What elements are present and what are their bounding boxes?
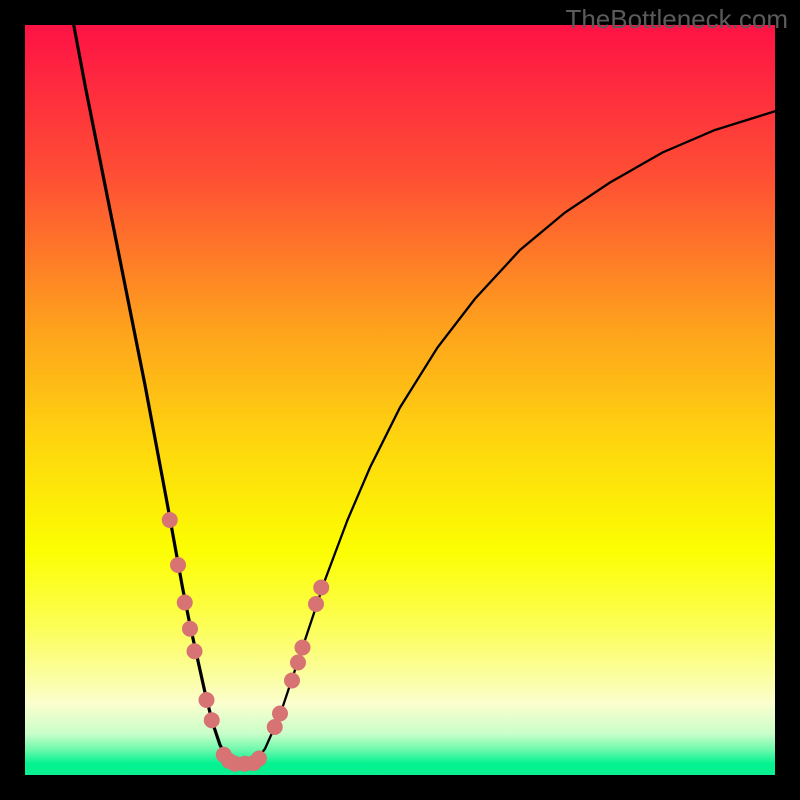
marker-point bbox=[204, 713, 219, 728]
marker-point bbox=[162, 513, 177, 528]
marker-point bbox=[187, 644, 202, 659]
chart-svg bbox=[0, 0, 800, 800]
marker-point bbox=[285, 673, 300, 688]
attribution-label: TheBottleneck.com bbox=[565, 4, 788, 35]
plot-background bbox=[25, 25, 775, 775]
marker-point bbox=[171, 558, 186, 573]
chart-container: TheBottleneck.com bbox=[0, 0, 800, 800]
marker-point bbox=[291, 655, 306, 670]
marker-point bbox=[295, 640, 310, 655]
marker-point bbox=[309, 597, 324, 612]
marker-point bbox=[183, 621, 198, 636]
marker-point bbox=[199, 693, 214, 708]
marker-point bbox=[314, 580, 329, 595]
marker-point bbox=[273, 706, 288, 721]
marker-point bbox=[252, 751, 267, 766]
marker-point bbox=[267, 720, 282, 735]
marker-point bbox=[177, 595, 192, 610]
